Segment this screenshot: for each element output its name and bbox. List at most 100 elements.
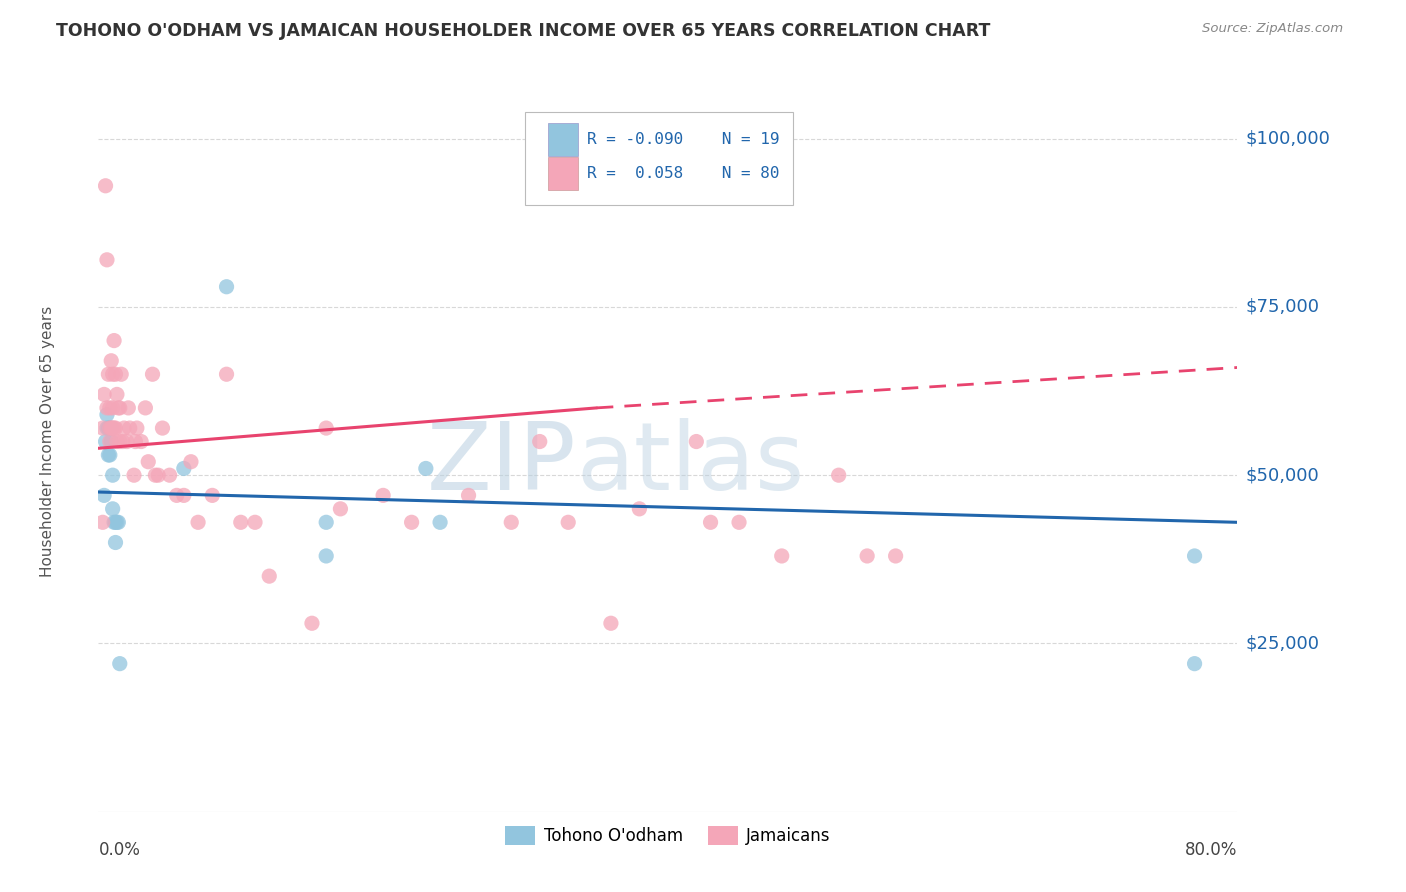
Point xyxy=(110,368,132,382)
Point xyxy=(107,401,129,415)
Point xyxy=(105,387,128,401)
Text: TOHONO O'ODHAM VS JAMAICAN HOUSEHOLDER INCOME OVER 65 YEARS CORRELATION CHART: TOHONO O'ODHAM VS JAMAICAN HOUSEHOLDER I… xyxy=(56,22,991,40)
FancyBboxPatch shape xyxy=(548,123,578,156)
Point xyxy=(108,657,131,671)
Point xyxy=(124,434,146,449)
Point xyxy=(98,421,121,435)
Point xyxy=(98,401,121,415)
Text: Householder Income Over 65 years: Householder Income Over 65 years xyxy=(39,306,55,577)
Point xyxy=(173,461,195,475)
Point xyxy=(301,616,323,631)
Point xyxy=(1184,657,1206,671)
Point xyxy=(103,516,125,530)
Point xyxy=(728,516,751,530)
Point xyxy=(243,516,266,530)
Point xyxy=(125,421,148,435)
Point xyxy=(104,535,127,549)
Text: ZIP: ZIP xyxy=(427,417,576,509)
Text: 80.0%: 80.0% xyxy=(1185,841,1237,859)
Point xyxy=(529,434,551,449)
Text: $50,000: $50,000 xyxy=(1246,467,1319,484)
Point xyxy=(856,549,879,563)
Point xyxy=(315,516,337,530)
Text: R =  0.058    N = 80: R = 0.058 N = 80 xyxy=(586,166,779,181)
Point xyxy=(117,401,139,415)
Point xyxy=(315,549,337,563)
Point xyxy=(100,434,122,449)
Point xyxy=(96,401,118,415)
Text: $100,000: $100,000 xyxy=(1246,129,1330,148)
Point xyxy=(96,252,118,267)
Point xyxy=(141,368,163,382)
Point xyxy=(373,488,395,502)
Point xyxy=(100,353,122,368)
Point xyxy=(415,461,437,475)
Point xyxy=(96,421,118,435)
Point xyxy=(134,401,156,415)
Point xyxy=(600,616,623,631)
Point xyxy=(115,434,138,449)
Point xyxy=(104,421,127,435)
Point xyxy=(118,421,141,435)
Point xyxy=(329,501,352,516)
Point xyxy=(104,516,127,530)
Point xyxy=(104,368,127,382)
Point xyxy=(101,501,124,516)
Point xyxy=(103,421,125,435)
Point xyxy=(557,516,579,530)
Text: $25,000: $25,000 xyxy=(1246,634,1320,652)
Point xyxy=(105,516,128,530)
Point xyxy=(101,401,124,415)
Point xyxy=(201,488,224,502)
Point xyxy=(770,549,793,563)
Point xyxy=(97,448,120,462)
Point xyxy=(94,178,117,193)
Point xyxy=(828,468,851,483)
Point xyxy=(101,468,124,483)
Point xyxy=(100,421,122,435)
Point xyxy=(884,549,907,563)
Point xyxy=(159,468,181,483)
FancyBboxPatch shape xyxy=(526,112,793,204)
Point xyxy=(457,488,479,502)
Point xyxy=(1184,549,1206,563)
Point xyxy=(136,455,159,469)
Text: R = -0.090    N = 19: R = -0.090 N = 19 xyxy=(586,132,779,147)
Point xyxy=(91,516,114,530)
Point xyxy=(93,387,115,401)
Point xyxy=(101,421,124,435)
Point xyxy=(229,516,252,530)
Point xyxy=(94,434,117,449)
Point xyxy=(98,421,121,435)
Point xyxy=(215,279,238,293)
Point xyxy=(215,368,238,382)
Point xyxy=(259,569,281,583)
Point xyxy=(315,421,337,435)
FancyBboxPatch shape xyxy=(548,157,578,190)
Point xyxy=(97,421,120,435)
Point xyxy=(152,421,174,435)
Point xyxy=(685,434,707,449)
Point xyxy=(122,468,145,483)
Point xyxy=(699,516,721,530)
Point xyxy=(91,421,114,435)
Point xyxy=(100,421,122,435)
Point xyxy=(107,516,129,530)
Point xyxy=(145,468,167,483)
Point xyxy=(101,368,124,382)
Point xyxy=(105,434,128,449)
Text: $75,000: $75,000 xyxy=(1246,298,1320,316)
Text: Source: ZipAtlas.com: Source: ZipAtlas.com xyxy=(1202,22,1343,36)
Point xyxy=(501,516,523,530)
Point xyxy=(173,488,195,502)
Point xyxy=(96,408,118,422)
Point xyxy=(166,488,188,502)
Point xyxy=(180,455,202,469)
Point xyxy=(148,468,170,483)
Point xyxy=(97,368,120,382)
Point xyxy=(112,421,135,435)
Legend: Tohono O'odham, Jamaicans: Tohono O'odham, Jamaicans xyxy=(499,819,837,852)
Point xyxy=(108,434,131,449)
Text: atlas: atlas xyxy=(576,417,806,509)
Point xyxy=(108,401,131,415)
